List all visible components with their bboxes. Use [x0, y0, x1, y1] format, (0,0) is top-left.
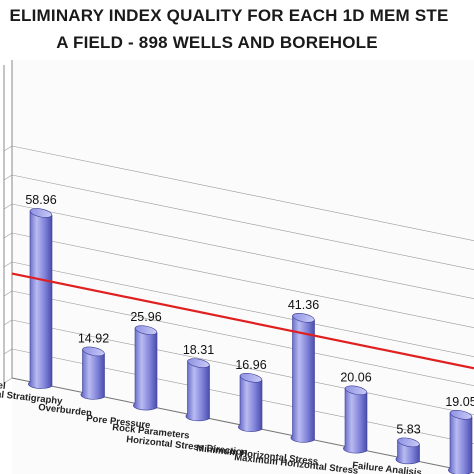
bar-body	[448, 412, 473, 474]
bar-body	[28, 210, 53, 389]
gridline	[11, 203, 474, 300]
axis-tick	[3, 290, 13, 297]
bar-body	[185, 360, 210, 422]
bar-5	[238, 373, 263, 432]
bar-value-label: 41.36	[288, 298, 319, 312]
gridline	[11, 319, 474, 416]
gridline	[11, 232, 474, 329]
axis-tick	[3, 319, 13, 326]
plot-back-wall	[12, 60, 474, 474]
gridline	[11, 290, 474, 387]
axis-tick	[3, 203, 13, 210]
bar-body	[80, 348, 105, 400]
bar-top-cap	[239, 373, 263, 383]
bar-2	[80, 346, 105, 400]
bar-body	[290, 315, 315, 443]
axis-tick	[3, 232, 13, 239]
chart-title-line-1: ELIMINARY INDEX QUALITY FOR EACH 1D MEM …	[9, 6, 449, 25]
bar-4	[185, 358, 210, 422]
bar-7	[343, 385, 368, 454]
bar-value-label: 58.96	[25, 193, 56, 207]
bar-top-cap	[82, 346, 105, 357]
reference-line-layer	[11, 272, 474, 370]
axis-tick	[3, 174, 13, 181]
bar-top-cap	[344, 385, 368, 396]
bar-top-cap	[397, 437, 420, 448]
bar-9	[448, 410, 473, 474]
bar-top-cap	[187, 358, 210, 368]
bar-8	[395, 437, 420, 465]
bar-top-cap	[29, 208, 53, 218]
bar-body	[343, 387, 368, 454]
bar-value-label: 18.31	[183, 343, 214, 357]
bar-value-label: 19.05	[445, 395, 474, 409]
reference-line	[11, 272, 474, 370]
chart-title-line-2: A FIELD - 898 WELLS AND BOREHOLE	[56, 33, 378, 52]
gridline	[11, 261, 474, 358]
x-tick-label: Model	[0, 378, 6, 392]
bar-value-label: 16.96	[235, 358, 266, 372]
bar-body	[238, 375, 263, 432]
bar-3	[133, 325, 158, 411]
axis-tick	[3, 145, 13, 152]
bars-layer	[28, 208, 473, 474]
bar-top-cap	[449, 410, 473, 420]
gridline	[11, 145, 474, 242]
bar-value-label: 25.96	[130, 310, 161, 324]
bar-6	[290, 313, 315, 443]
axis-tick	[3, 348, 13, 355]
bar-1	[28, 208, 53, 389]
axis-tick	[3, 377, 13, 384]
bar-value-label: 20.06	[340, 370, 371, 384]
bar-body	[133, 327, 158, 411]
bar-value-label: 5.83	[396, 422, 420, 436]
gridline	[11, 174, 474, 271]
bar-top-cap	[134, 325, 158, 335]
axis-tick	[3, 261, 13, 268]
bar-top-cap	[292, 313, 315, 323]
bar-value-label: 14.92	[78, 331, 109, 345]
